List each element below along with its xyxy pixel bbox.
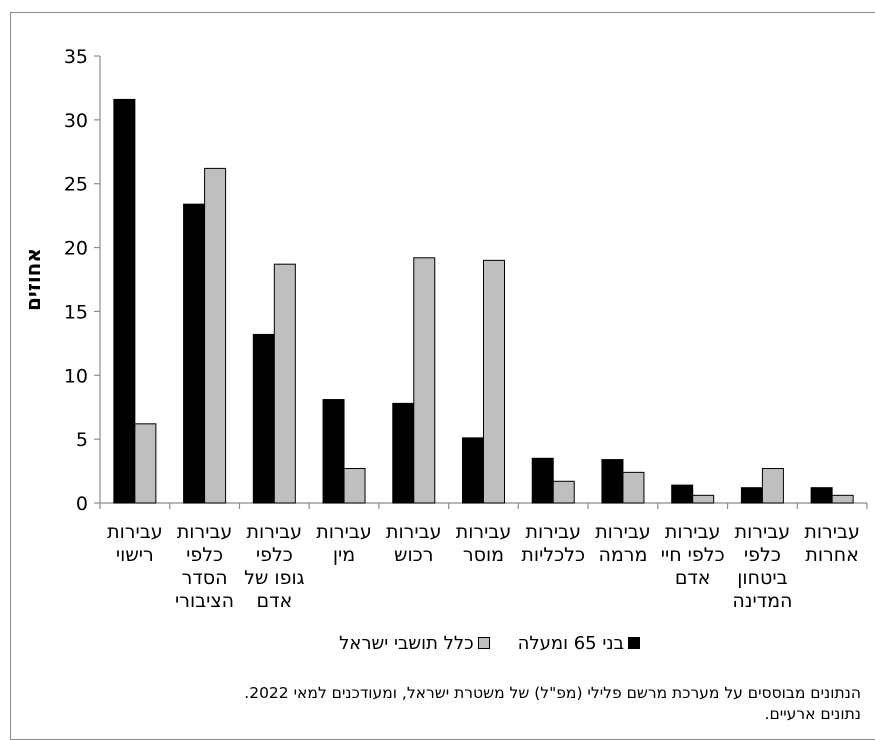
y-tick-label: 30 bbox=[64, 110, 88, 132]
bar-series-1 bbox=[273, 263, 296, 504]
footnote-line-2: נתונים ארעיים. bbox=[764, 705, 861, 723]
bar-series-0 bbox=[601, 459, 624, 504]
bar-series-0 bbox=[322, 399, 345, 504]
legend-swatch-series-0 bbox=[628, 637, 640, 649]
bar-series-0 bbox=[183, 203, 206, 504]
y-tick-label: 25 bbox=[64, 174, 88, 196]
bar-series-1 bbox=[134, 423, 157, 504]
y-tick-label: 10 bbox=[64, 365, 88, 387]
x-category-label: עבירות כלפי ביטחון המדינה bbox=[732, 521, 793, 612]
x-category-label: עבירות כלפי גופו של אדם bbox=[244, 521, 305, 612]
legend-label-series-1: כלל תושבי ישראל bbox=[339, 632, 474, 654]
footnote-line-1: הנתונים מבוססים על מערכת מרשם פלילי (מפ"… bbox=[244, 684, 861, 702]
x-category-label: עבירות כלכליות bbox=[521, 521, 586, 566]
legend-item-series-0: בני 65 ומעלה bbox=[518, 633, 640, 654]
x-category-label: עבירות מין bbox=[316, 521, 372, 566]
x-category-label: עבירות כלפי חיי אדם bbox=[660, 521, 725, 589]
y-axis-label: אחוזים bbox=[21, 248, 45, 311]
bar-series-1 bbox=[413, 257, 436, 504]
bar-series-1 bbox=[692, 494, 715, 504]
bar-series-1 bbox=[552, 480, 575, 504]
bar-series-1 bbox=[483, 259, 505, 504]
y-tick-label: 0 bbox=[76, 493, 88, 515]
bar-series-1 bbox=[622, 471, 645, 504]
legend-item-series-1: כלל תושבי ישראל bbox=[339, 633, 490, 654]
bar-series-1 bbox=[343, 468, 366, 504]
y-tick-label: 5 bbox=[76, 429, 88, 451]
footnote: הנתונים מבוססים על מערכת מרשם פלילי (מפ"… bbox=[161, 683, 861, 725]
x-category-label: עבירות רכוש bbox=[386, 521, 442, 566]
bar-series-0 bbox=[671, 484, 694, 504]
x-category-label: עבירות מרמה bbox=[595, 521, 651, 566]
y-tick-label: 20 bbox=[64, 238, 88, 260]
bar-series-0 bbox=[462, 437, 484, 504]
bar-series-1 bbox=[204, 167, 227, 504]
y-tick-label: 35 bbox=[64, 46, 88, 68]
bar-series-0 bbox=[252, 333, 275, 504]
bar-chart: 0 5 10 15 20 25 30 35 אחוזים bbox=[21, 46, 868, 515]
x-category-label: עבירות אחרות bbox=[804, 521, 860, 566]
legend: בני 65 ומעלה כלל תושבי ישראל bbox=[280, 630, 640, 656]
bar-series-0 bbox=[810, 487, 833, 504]
bar-series-1 bbox=[761, 468, 784, 504]
bar-series-0 bbox=[740, 487, 763, 504]
x-category-label: עבירות רישוי bbox=[107, 521, 163, 566]
legend-swatch-series-1 bbox=[477, 637, 490, 649]
x-category-label: עבירות כלפי הסדר הציבורי bbox=[175, 521, 235, 612]
legend-label-series-0: בני 65 ומעלה bbox=[517, 632, 624, 654]
y-tick-label: 15 bbox=[64, 301, 88, 323]
x-category-label: עבירות מוסר bbox=[455, 521, 512, 566]
bar-series-0 bbox=[113, 98, 136, 504]
bar-series-1 bbox=[831, 494, 854, 504]
bar-series-0 bbox=[392, 402, 415, 504]
bar-series-0 bbox=[531, 457, 554, 504]
